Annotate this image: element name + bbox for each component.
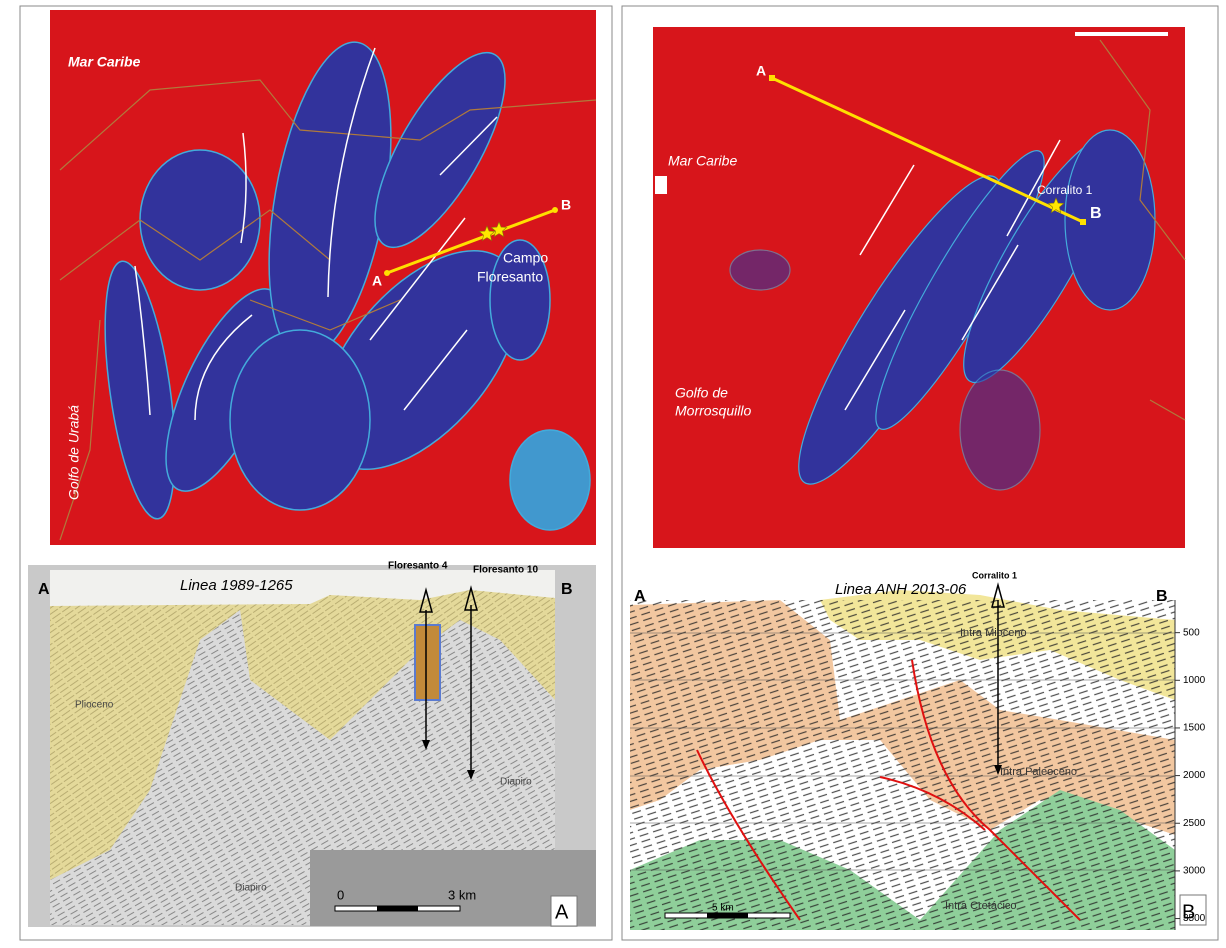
right-map — [653, 27, 1186, 548]
map-label: Mar Caribe — [668, 153, 737, 169]
depth-tick-label: 500 — [1183, 627, 1200, 638]
left-map — [50, 10, 597, 545]
well-label: Floresanto 10 — [473, 565, 538, 576]
depth-tick-label: 2000 — [1183, 770, 1206, 781]
star — [1047, 197, 1065, 214]
well-label: Floresanto 4 — [388, 561, 448, 572]
section-end: A — [634, 588, 646, 605]
point-label: A — [372, 273, 382, 289]
unit-label: Intra Cretácico — [945, 900, 1017, 912]
section-end: B — [561, 581, 573, 598]
field-label: Floresanto — [477, 269, 543, 285]
scale-label: 5 km — [712, 903, 734, 914]
star — [490, 221, 508, 238]
section-end: B — [1156, 588, 1168, 605]
well-label: Corralito 1 — [972, 570, 1017, 580]
map-label: Golfo de Urabá — [66, 405, 82, 500]
point-label: A — [756, 63, 766, 79]
unit-label: Intra Paleoceno — [1000, 766, 1077, 778]
depth-tick-label: 1000 — [1183, 675, 1206, 686]
left-section — [28, 565, 596, 927]
depth-tick-label: 3500 — [1183, 913, 1206, 924]
panel-label: B — [1182, 901, 1195, 923]
unit-label: Diapiro — [500, 777, 532, 788]
unit-label: Plioceno — [75, 700, 114, 711]
field-label: Campo — [503, 250, 548, 266]
unit-label: Intra Mioceno — [960, 627, 1027, 639]
unit-label: Diapiro — [235, 883, 267, 894]
well-label: Corralito 1 — [1037, 183, 1093, 197]
section-end: A — [38, 581, 50, 598]
depth-tick-label: 3000 — [1183, 866, 1206, 877]
right-section — [630, 573, 1207, 930]
scale-label: 3 km — [448, 887, 476, 902]
section-title: Linea ANH 2013-06 — [835, 581, 967, 598]
section-title: Linea 1989-1265 — [180, 577, 293, 594]
depth-tick-label: 1500 — [1183, 723, 1206, 734]
scale-label: 0 — [337, 887, 344, 902]
map-label: Morrosquillo — [675, 403, 751, 419]
panel-label: A — [555, 901, 569, 923]
point-label: B — [1090, 205, 1102, 222]
point-label: B — [561, 197, 571, 213]
star — [478, 225, 496, 242]
map-label: Golfo de — [675, 385, 728, 401]
depth-tick-label: 2500 — [1183, 818, 1206, 829]
map-label: Mar Caribe — [68, 54, 141, 70]
